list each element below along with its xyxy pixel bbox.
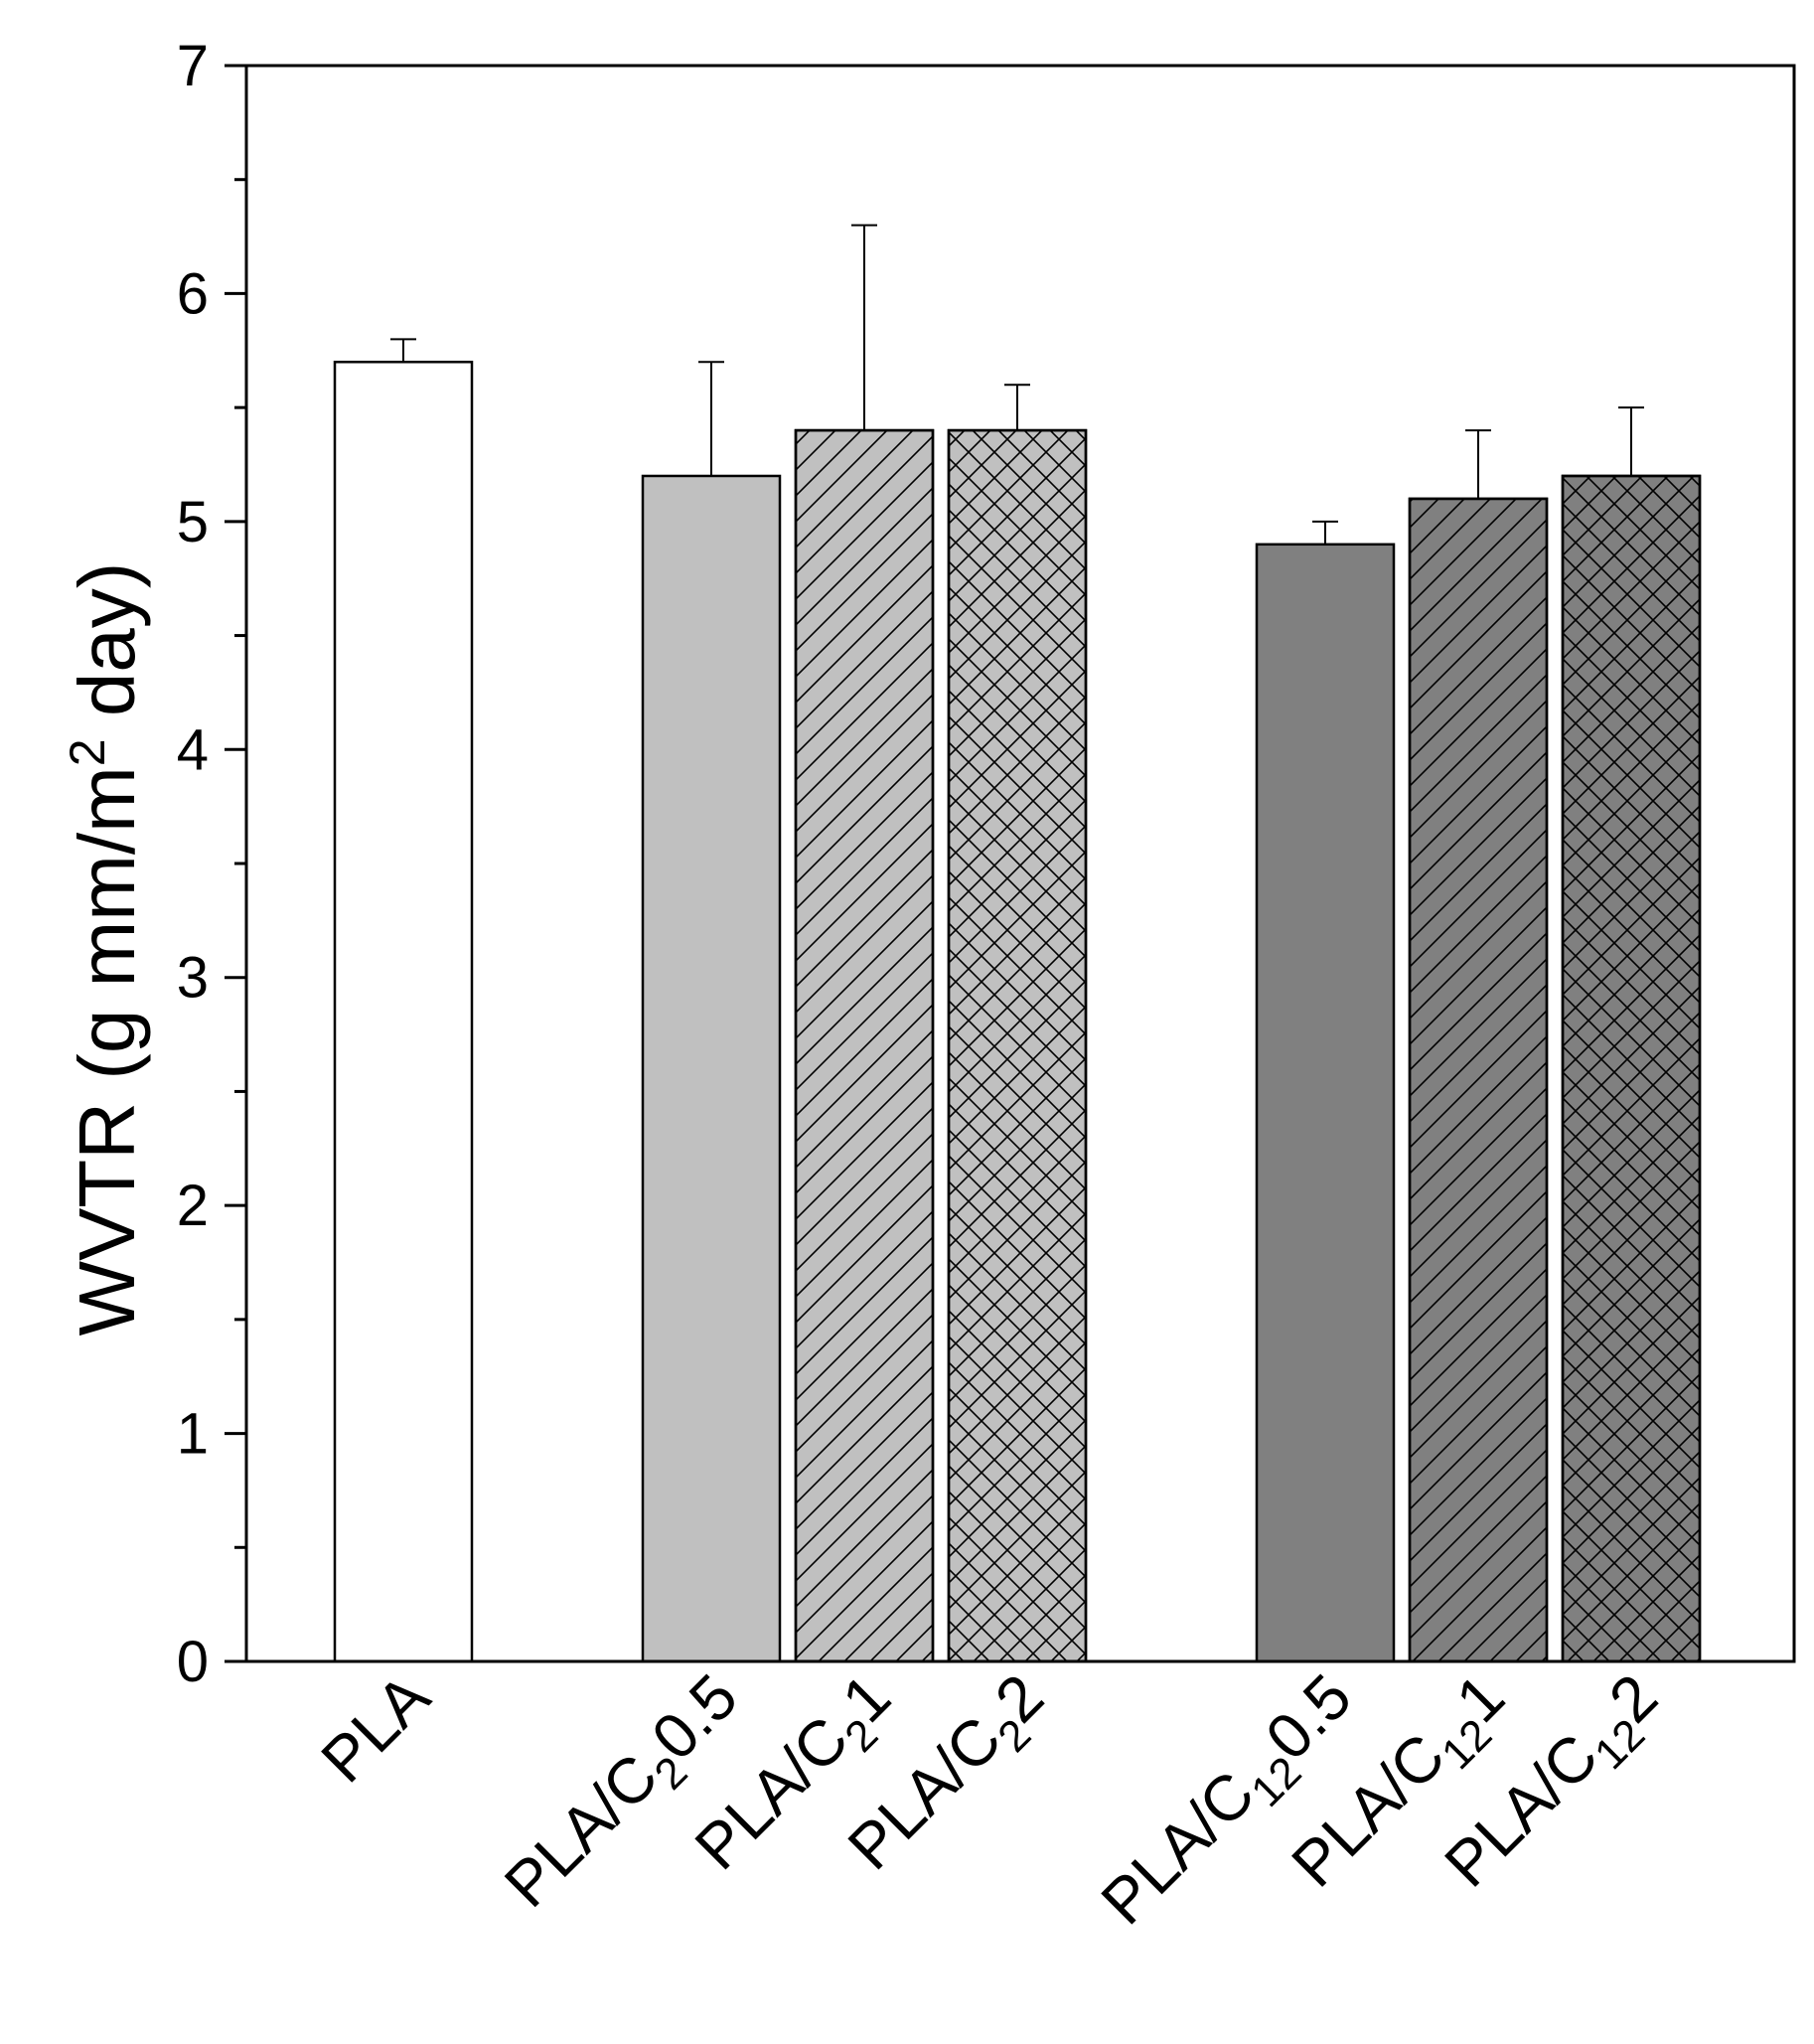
y-tick-label: 2 xyxy=(177,1174,209,1238)
x-label-prefix: PLA xyxy=(307,1660,443,1797)
x-label-prefix: PLA/C xyxy=(491,1740,672,1921)
y-tick-label: 3 xyxy=(177,946,209,1011)
y-axis-label-main: WVTR (g mm/m xyxy=(63,766,151,1336)
y-tick-label: 5 xyxy=(177,490,209,554)
bar xyxy=(641,474,782,1663)
bars-layer xyxy=(333,361,1702,1663)
x-axis-category-labels: PLAPLA/C20.5PLA/C21PLA/C22PLA/C120.5PLA/… xyxy=(307,1660,1670,1939)
x-label-prefix: PLA/C xyxy=(1088,1758,1269,1939)
y-tick-label: 4 xyxy=(177,717,209,782)
y-tick-label: 7 xyxy=(177,34,209,98)
y-tick-label: 0 xyxy=(177,1630,209,1694)
x-category-label: PLA xyxy=(307,1660,443,1797)
bar xyxy=(1255,543,1396,1663)
bar xyxy=(333,361,474,1663)
plot-frame xyxy=(244,64,1796,1663)
bar-hatch xyxy=(1561,474,1702,1663)
y-axis-label-end: day) xyxy=(63,562,151,739)
bar-hatch xyxy=(1408,497,1549,1663)
error-bars-layer xyxy=(390,224,1644,545)
y-axis: 0 1 2 3 4 5 6 7 xyxy=(177,34,246,1694)
y-axis-label: WVTR (g mm/m2 day) xyxy=(60,562,151,1336)
bar-hatch xyxy=(794,428,935,1663)
y-tick-label: 1 xyxy=(177,1402,209,1467)
y-tick-label: 6 xyxy=(177,261,209,326)
y-axis-label-superscript: 2 xyxy=(60,738,115,766)
bar-hatch xyxy=(947,428,1088,1663)
